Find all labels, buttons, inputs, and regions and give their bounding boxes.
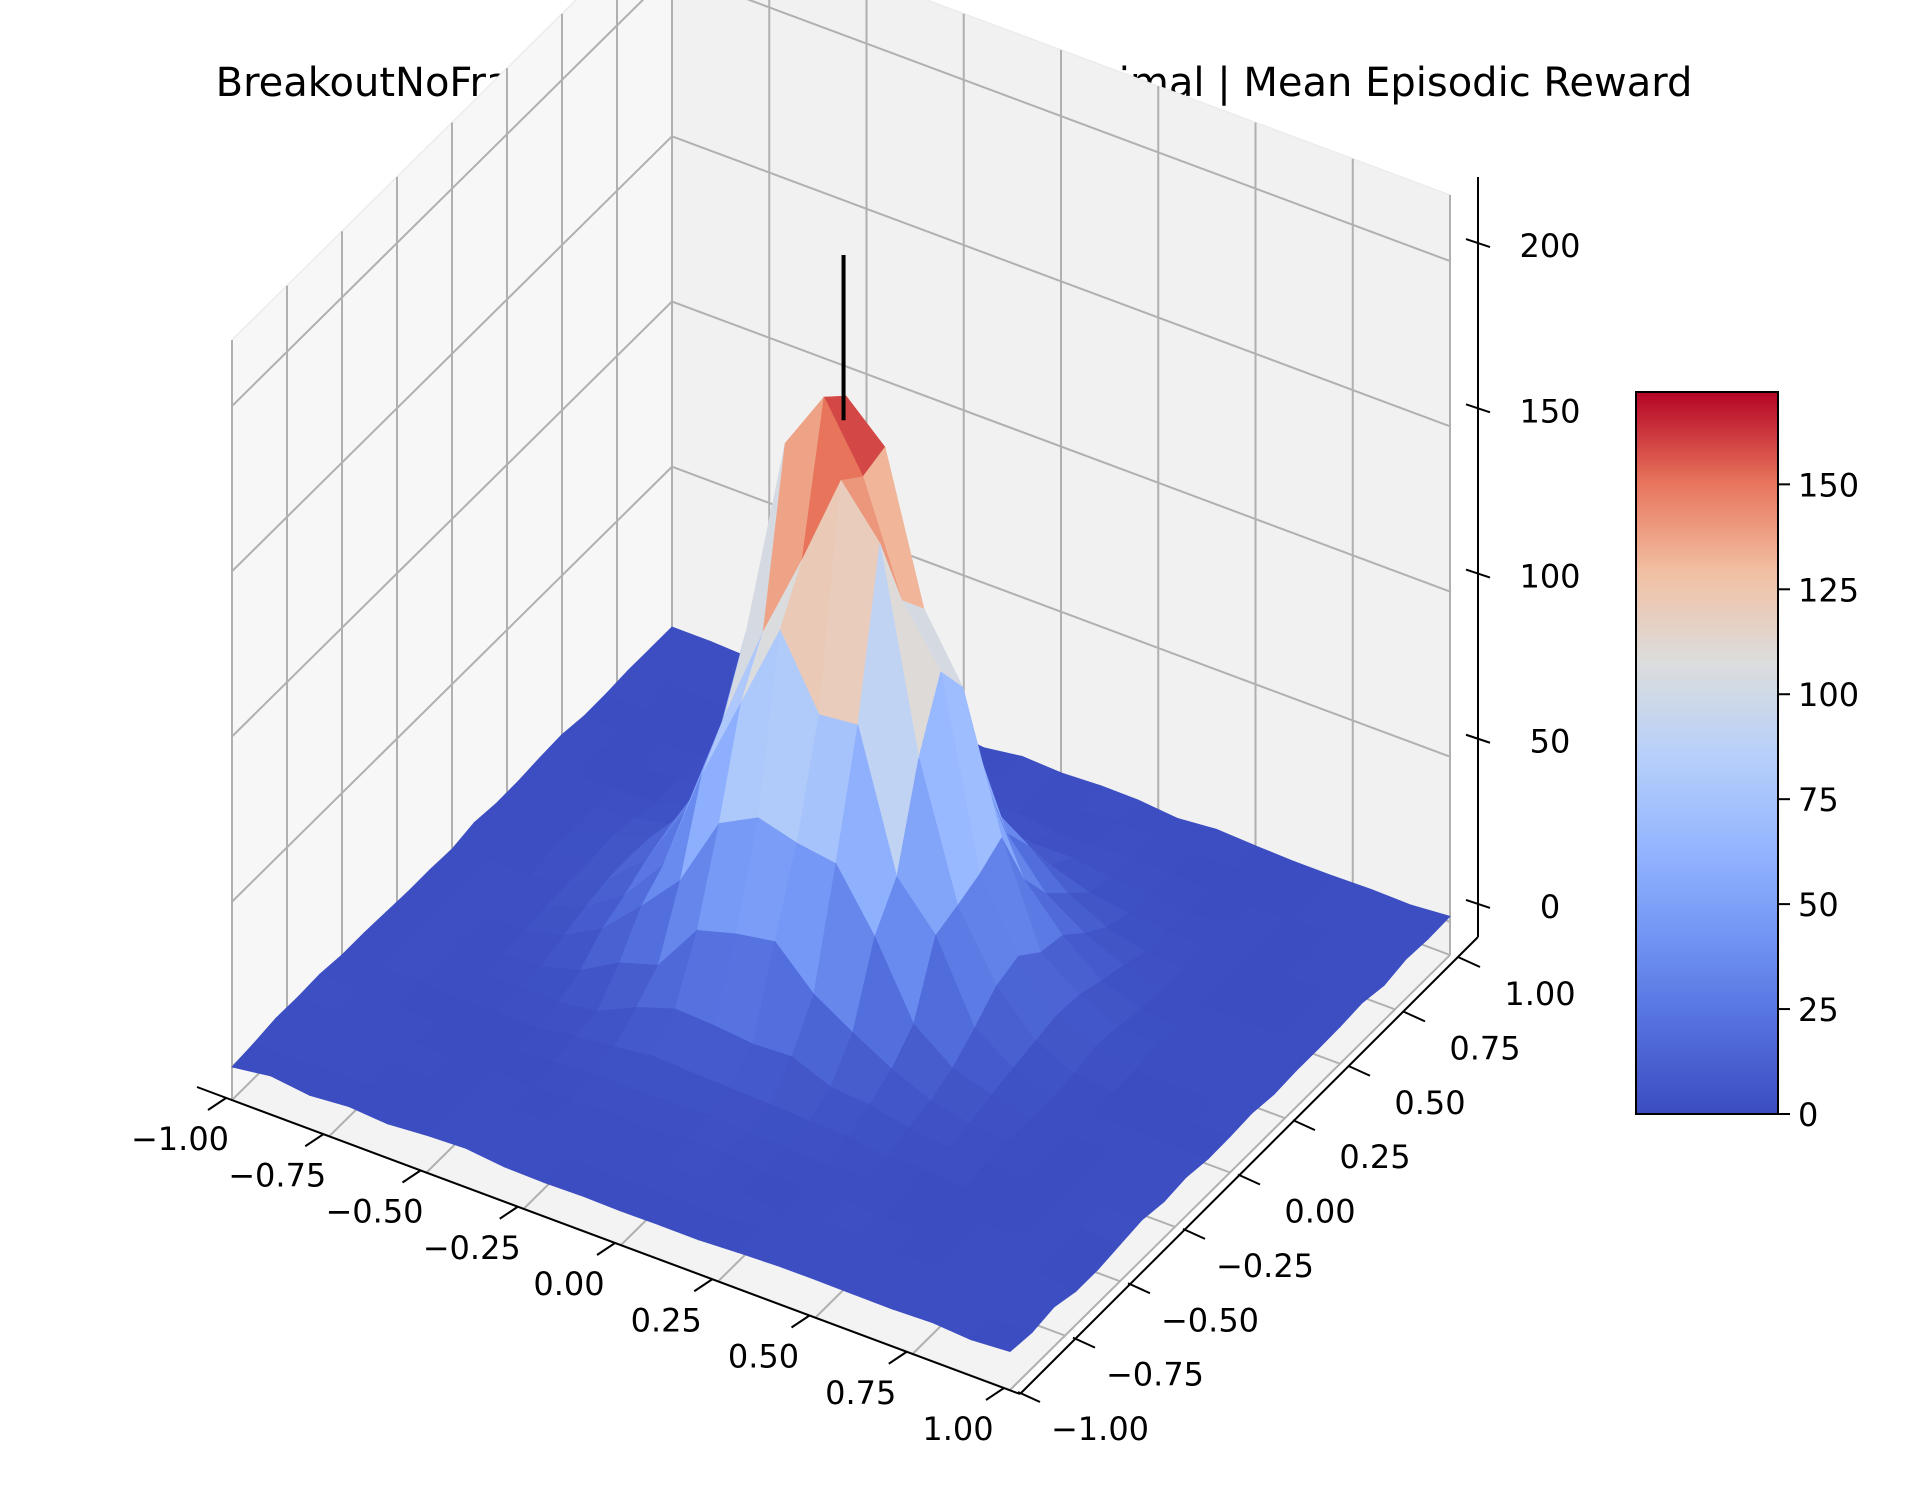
y-tick-mark [1017, 1391, 1041, 1403]
colorbar-gradient [1635, 391, 1779, 1115]
x-tick-label: −1.00 [131, 1120, 229, 1158]
colorbar-tick-label: 150 [1798, 466, 1859, 504]
x-tick-label: −0.50 [325, 1193, 423, 1231]
x-tick-mark [596, 1242, 616, 1256]
y-tick-mark [1237, 1173, 1261, 1186]
y-axis-ticks: −1.00 −0.75 −0.50 −0.25 0.00 0.25 0.50 0.75 1.00 [1017, 956, 1576, 1448]
y-tick-label: −0.50 [1161, 1301, 1259, 1339]
surface-mesh [231, 255, 1451, 1353]
y-tick-mark [1292, 1119, 1316, 1132]
z-tick-label: 50 [1530, 723, 1571, 761]
z-axis-ticks: 0 50 100 150 200 [1465, 227, 1581, 926]
y-tick-label: 0.25 [1339, 1138, 1410, 1176]
x-tick-label: 0.00 [533, 1265, 604, 1303]
x-tick-mark [401, 1169, 422, 1184]
z-tick-mark [1465, 403, 1491, 414]
x-tick-label: 0.50 [728, 1338, 799, 1376]
x-tick-mark [207, 1097, 227, 1111]
colorbar-tick-label: 50 [1798, 886, 1839, 924]
x-tick-mark [985, 1387, 1005, 1401]
z-tick-mark [1465, 733, 1491, 744]
x-tick-mark [693, 1278, 713, 1293]
z-tick-mark [1465, 899, 1491, 909]
y-tick-label: 1.00 [1504, 975, 1575, 1013]
x-axis-ticks: −1.00−0.75−0.50−0.25 0.00 0.25 0.50 0.75 1.00 [131, 1097, 1005, 1448]
x-tick-mark [790, 1314, 811, 1329]
y-tick-mark [1072, 1336, 1096, 1349]
z-tick-label: 200 [1519, 227, 1580, 265]
surface-face [970, 1319, 1033, 1353]
colorbar-tick-label: 25 [1798, 991, 1839, 1029]
grid-line [231, 135, 673, 573]
y-tick-label: 0.00 [1284, 1193, 1355, 1231]
grid-line [231, 0, 645, 407]
grid-line [671, 300, 1451, 593]
x-tick-mark [304, 1133, 324, 1148]
y-tick-mark [1457, 956, 1481, 968]
colorbar-tick-label: 0 [1798, 1096, 1818, 1134]
x-tick-label: −0.25 [423, 1229, 521, 1267]
y-tick-label: −0.75 [1106, 1356, 1204, 1394]
colorbar: 0 25 50 75 100 125 150 [1635, 391, 1859, 1134]
colorbar-tick-label: 75 [1798, 781, 1839, 819]
y-tick-mark [1402, 1010, 1426, 1023]
x-tick-label: 1.00 [922, 1410, 993, 1448]
y-axis-line [1019, 936, 1479, 1395]
x-tick-mark [499, 1205, 519, 1220]
grid-line [231, 300, 673, 738]
y-tick-mark [1182, 1227, 1206, 1240]
x-tick-label: 0.25 [631, 1301, 702, 1339]
grid-line [746, 0, 1451, 263]
grid-line [231, 466, 673, 903]
y-tick-mark [1347, 1064, 1371, 1077]
z-tick-label: 0 [1540, 888, 1560, 926]
z-tick-mark [1465, 568, 1491, 579]
x-tick-label: −0.75 [228, 1156, 326, 1194]
y-tick-label: −1.00 [1051, 1410, 1149, 1448]
z-tick-mark [1465, 238, 1491, 249]
grid-line [671, 135, 1451, 428]
x-tick-mark [888, 1350, 908, 1365]
x-axis-line [196, 1086, 1021, 1395]
y-tick-label: 0.50 [1394, 1084, 1465, 1122]
y-tick-mark [1127, 1282, 1151, 1295]
y-tick-label: 0.75 [1449, 1029, 1520, 1067]
colorbar-tick-label: 100 [1798, 676, 1859, 714]
y-tick-label: −0.25 [1216, 1247, 1314, 1285]
axis-lines [196, 177, 1479, 1395]
colorbar-tick-label: 125 [1798, 571, 1859, 609]
x-tick-label: 0.75 [825, 1374, 896, 1412]
z-tick-label: 100 [1519, 558, 1580, 596]
z-tick-label: 150 [1519, 392, 1580, 430]
